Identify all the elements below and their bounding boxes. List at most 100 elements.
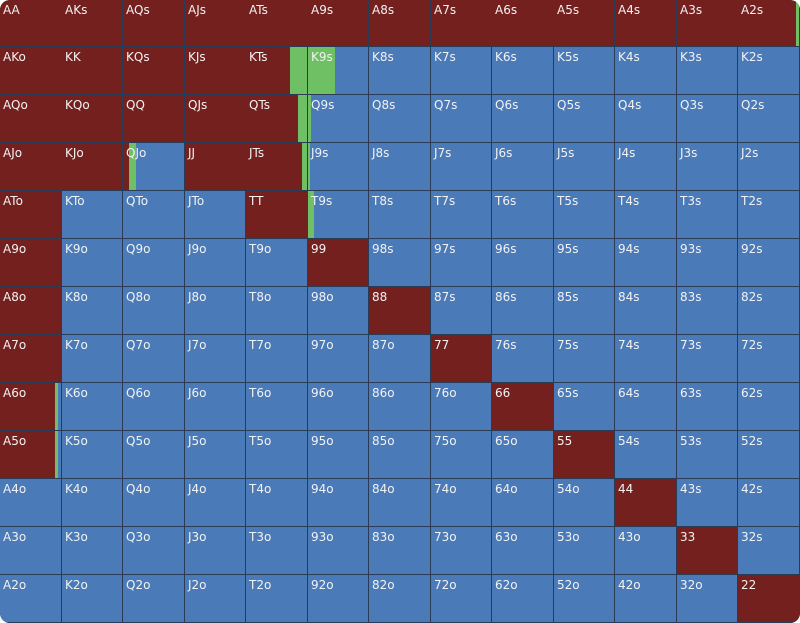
hand-cell-Q4o[interactable]: Q4o xyxy=(123,479,185,527)
hand-cell-A3o[interactable]: A3o xyxy=(0,527,62,575)
hand-cell-T5s[interactable]: T5s xyxy=(554,191,615,239)
hand-cell-64o[interactable]: 64o xyxy=(492,479,554,527)
hand-cell-T8s[interactable]: T8s xyxy=(369,191,431,239)
hand-cell-96s[interactable]: 96s xyxy=(492,239,554,287)
hand-cell-63o[interactable]: 63o xyxy=(492,527,554,575)
hand-cell-QTo[interactable]: QTo xyxy=(123,191,185,239)
hand-cell-22[interactable]: 22 xyxy=(738,575,800,623)
hand-cell-92o[interactable]: 92o xyxy=(308,575,369,623)
hand-cell-44[interactable]: 44 xyxy=(615,479,677,527)
hand-cell-92s[interactable]: 92s xyxy=(738,239,800,287)
hand-cell-T4o[interactable]: T4o xyxy=(246,479,308,527)
hand-cell-J7o[interactable]: J7o xyxy=(185,335,246,383)
hand-cell-A8o[interactable]: A8o xyxy=(0,287,62,335)
hand-cell-73s[interactable]: 73s xyxy=(677,335,738,383)
hand-cell-Q6o[interactable]: Q6o xyxy=(123,383,185,431)
hand-cell-86o[interactable]: 86o xyxy=(369,383,431,431)
hand-cell-43s[interactable]: 43s xyxy=(677,479,738,527)
hand-cell-AKs[interactable]: AKs xyxy=(62,0,123,47)
hand-cell-K6o[interactable]: K6o xyxy=(62,383,123,431)
hand-cell-32s[interactable]: 32s xyxy=(738,527,800,575)
hand-cell-ATs[interactable]: ATs xyxy=(246,0,308,47)
hand-cell-K6s[interactable]: K6s xyxy=(492,47,554,95)
hand-cell-84o[interactable]: 84o xyxy=(369,479,431,527)
hand-cell-32o[interactable]: 32o xyxy=(677,575,738,623)
hand-cell-KQs[interactable]: KQs xyxy=(123,47,185,95)
hand-cell-J9s[interactable]: J9s xyxy=(308,143,369,191)
hand-cell-A3s[interactable]: A3s xyxy=(677,0,738,47)
hand-cell-T7s[interactable]: T7s xyxy=(431,191,492,239)
hand-cell-AQo[interactable]: AQo xyxy=(0,95,62,143)
hand-cell-A5o[interactable]: A5o xyxy=(0,431,62,479)
hand-cell-A4o[interactable]: A4o xyxy=(0,479,62,527)
hand-cell-JJ[interactable]: JJ xyxy=(185,143,246,191)
hand-cell-K4o[interactable]: K4o xyxy=(62,479,123,527)
hand-cell-AA[interactable]: AA xyxy=(0,0,62,47)
hand-cell-KJo[interactable]: KJo xyxy=(62,143,123,191)
hand-cell-A4s[interactable]: A4s xyxy=(615,0,677,47)
hand-cell-J5o[interactable]: J5o xyxy=(185,431,246,479)
hand-cell-KJs[interactable]: KJs xyxy=(185,47,246,95)
hand-cell-95o[interactable]: 95o xyxy=(308,431,369,479)
hand-cell-QJs[interactable]: QJs xyxy=(185,95,246,143)
hand-cell-T9s[interactable]: T9s xyxy=(308,191,369,239)
hand-cell-A2s[interactable]: A2s xyxy=(738,0,800,47)
hand-cell-42o[interactable]: 42o xyxy=(615,575,677,623)
hand-cell-62s[interactable]: 62s xyxy=(738,383,800,431)
hand-cell-KQo[interactable]: KQo xyxy=(62,95,123,143)
hand-cell-65s[interactable]: 65s xyxy=(554,383,615,431)
hand-cell-Q2o[interactable]: Q2o xyxy=(123,575,185,623)
hand-cell-Q9s[interactable]: Q9s xyxy=(308,95,369,143)
hand-cell-A6s[interactable]: A6s xyxy=(492,0,554,47)
hand-cell-T6o[interactable]: T6o xyxy=(246,383,308,431)
hand-cell-K9o[interactable]: K9o xyxy=(62,239,123,287)
hand-cell-T3s[interactable]: T3s xyxy=(677,191,738,239)
hand-cell-QTs[interactable]: QTs xyxy=(246,95,308,143)
hand-cell-83o[interactable]: 83o xyxy=(369,527,431,575)
hand-cell-J3o[interactable]: J3o xyxy=(185,527,246,575)
hand-cell-52s[interactable]: 52s xyxy=(738,431,800,479)
hand-cell-94o[interactable]: 94o xyxy=(308,479,369,527)
hand-cell-72s[interactable]: 72s xyxy=(738,335,800,383)
hand-cell-J4o[interactable]: J4o xyxy=(185,479,246,527)
hand-cell-ATo[interactable]: ATo xyxy=(0,191,62,239)
hand-cell-T7o[interactable]: T7o xyxy=(246,335,308,383)
hand-cell-K9s[interactable]: K9s xyxy=(308,47,369,95)
hand-cell-K7s[interactable]: K7s xyxy=(431,47,492,95)
hand-cell-85s[interactable]: 85s xyxy=(554,287,615,335)
hand-cell-T5o[interactable]: T5o xyxy=(246,431,308,479)
hand-cell-Q8s[interactable]: Q8s xyxy=(369,95,431,143)
hand-cell-Q2s[interactable]: Q2s xyxy=(738,95,800,143)
hand-cell-Q8o[interactable]: Q8o xyxy=(123,287,185,335)
hand-cell-98s[interactable]: 98s xyxy=(369,239,431,287)
hand-cell-97o[interactable]: 97o xyxy=(308,335,369,383)
hand-cell-87o[interactable]: 87o xyxy=(369,335,431,383)
hand-cell-87s[interactable]: 87s xyxy=(431,287,492,335)
hand-cell-T4s[interactable]: T4s xyxy=(615,191,677,239)
hand-cell-52o[interactable]: 52o xyxy=(554,575,615,623)
hand-cell-73o[interactable]: 73o xyxy=(431,527,492,575)
hand-cell-75s[interactable]: 75s xyxy=(554,335,615,383)
hand-cell-82s[interactable]: 82s xyxy=(738,287,800,335)
hand-cell-J2o[interactable]: J2o xyxy=(185,575,246,623)
hand-cell-AJo[interactable]: AJo xyxy=(0,143,62,191)
hand-cell-93s[interactable]: 93s xyxy=(677,239,738,287)
hand-cell-K5o[interactable]: K5o xyxy=(62,431,123,479)
hand-cell-98o[interactable]: 98o xyxy=(308,287,369,335)
hand-cell-A6o[interactable]: A6o xyxy=(0,383,62,431)
hand-cell-QJo[interactable]: QJo xyxy=(123,143,185,191)
hand-cell-86s[interactable]: 86s xyxy=(492,287,554,335)
hand-cell-54s[interactable]: 54s xyxy=(615,431,677,479)
hand-cell-JTo[interactable]: JTo xyxy=(185,191,246,239)
hand-cell-J7s[interactable]: J7s xyxy=(431,143,492,191)
hand-cell-95s[interactable]: 95s xyxy=(554,239,615,287)
hand-cell-J5s[interactable]: J5s xyxy=(554,143,615,191)
hand-cell-AQs[interactable]: AQs xyxy=(123,0,185,47)
hand-cell-AKo[interactable]: AKo xyxy=(0,47,62,95)
hand-cell-53o[interactable]: 53o xyxy=(554,527,615,575)
hand-cell-K8s[interactable]: K8s xyxy=(369,47,431,95)
hand-cell-42s[interactable]: 42s xyxy=(738,479,800,527)
hand-cell-A9o[interactable]: A9o xyxy=(0,239,62,287)
hand-cell-76o[interactable]: 76o xyxy=(431,383,492,431)
hand-cell-K7o[interactable]: K7o xyxy=(62,335,123,383)
